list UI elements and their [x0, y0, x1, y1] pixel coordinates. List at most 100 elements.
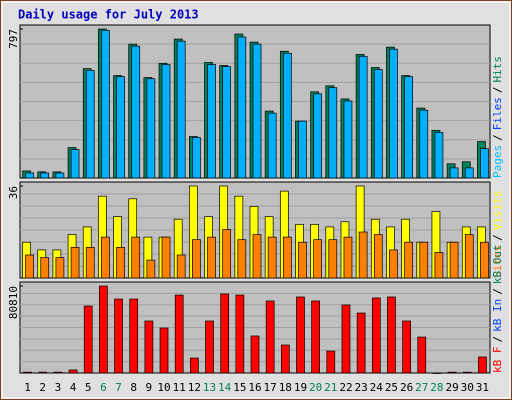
bar: [131, 236, 141, 279]
bar: [417, 336, 427, 374]
bar: [464, 167, 474, 179]
bar: [373, 234, 383, 279]
bar: [447, 371, 457, 374]
legend-label: Pages: [491, 145, 504, 178]
legend-label: Hits: [491, 56, 504, 83]
legend-label: Files: [491, 97, 504, 130]
bar: [205, 320, 214, 374]
x-tick-label: 25: [385, 381, 398, 394]
bar: [343, 236, 353, 279]
x-tick-label: 10: [157, 381, 170, 394]
bar: [296, 296, 305, 374]
bar: [116, 76, 125, 179]
legend-label: kB In: [491, 299, 504, 332]
bar: [480, 148, 489, 179]
bar: [40, 172, 50, 179]
bar: [222, 229, 232, 279]
x-tick-label: 29: [445, 381, 458, 394]
legend-separator: /: [491, 288, 504, 295]
x-tick-label: 15: [233, 381, 246, 394]
bar: [55, 172, 65, 179]
x-tick-label: 6: [100, 381, 107, 394]
bar: [265, 300, 275, 374]
bar: [237, 36, 247, 179]
bar: [389, 249, 398, 279]
bar: [402, 320, 411, 374]
bar: [419, 109, 429, 179]
x-tick-label: 21: [324, 381, 337, 394]
bar: [434, 252, 444, 279]
bar: [328, 239, 338, 279]
bar: [252, 234, 262, 279]
bar: [373, 69, 383, 179]
bar: [419, 241, 429, 279]
bar: [131, 45, 141, 179]
bar: [464, 234, 474, 279]
bar: [55, 257, 65, 279]
bar: [207, 236, 216, 279]
bar: [190, 357, 199, 374]
bar: [220, 293, 230, 374]
y-tick-label: 797: [7, 29, 20, 49]
x-tick-label: 31: [476, 381, 489, 394]
bar: [358, 231, 368, 279]
bar: [343, 100, 353, 179]
bar: [99, 285, 108, 374]
bar: [83, 305, 93, 374]
bar: [114, 298, 123, 374]
x-tick-label: 8: [130, 381, 137, 394]
bar: [101, 236, 110, 279]
bar: [313, 239, 322, 279]
x-tick-label: 17: [264, 381, 277, 394]
chart-title: Daily usage for July 2013: [18, 8, 199, 22]
x-tick-label: 11: [173, 381, 186, 394]
legend-separator: /: [491, 336, 504, 343]
bar: [144, 320, 154, 374]
x-tick-label: 4: [70, 381, 77, 394]
bar: [85, 70, 95, 179]
legend-label: Sites: [491, 245, 504, 278]
y-tick-label: 36: [7, 186, 20, 199]
bar: [462, 371, 472, 374]
bar: [38, 371, 48, 374]
x-tick-label: 5: [85, 381, 92, 394]
bar: [371, 297, 381, 374]
bar: [53, 371, 63, 374]
bar: [387, 296, 396, 374]
bar: [478, 356, 487, 374]
bar: [23, 371, 32, 374]
bar: [70, 149, 80, 179]
x-tick-label: 26: [400, 381, 413, 394]
x-tick-label: 20: [309, 381, 322, 394]
bar: [432, 372, 442, 374]
bar: [328, 87, 338, 179]
bar: [313, 93, 322, 179]
legend-separator: /: [491, 134, 504, 141]
bar: [449, 241, 459, 279]
bar: [176, 254, 186, 279]
x-tick-label: 16: [248, 381, 261, 394]
bar: [298, 120, 307, 179]
bar: [129, 298, 139, 374]
x-tick-label: 7: [115, 381, 122, 394]
y-tick-label: 80810: [7, 286, 20, 319]
x-tick-label: 18: [279, 381, 292, 394]
x-tick-label: 23: [355, 381, 368, 394]
legend-label: kB F: [491, 347, 504, 374]
bar: [326, 350, 336, 374]
bar: [146, 259, 156, 279]
bar: [207, 64, 216, 179]
x-tick-label: 27: [415, 381, 428, 394]
bar: [267, 112, 277, 179]
x-tick-label: 19: [294, 381, 307, 394]
bar: [161, 64, 171, 179]
bar: [68, 369, 78, 374]
x-tick-label: 9: [146, 381, 153, 394]
bar: [174, 294, 184, 374]
bar: [267, 236, 277, 279]
bar: [250, 335, 260, 374]
bar: [25, 254, 34, 279]
legend-label: Visits: [491, 191, 504, 231]
